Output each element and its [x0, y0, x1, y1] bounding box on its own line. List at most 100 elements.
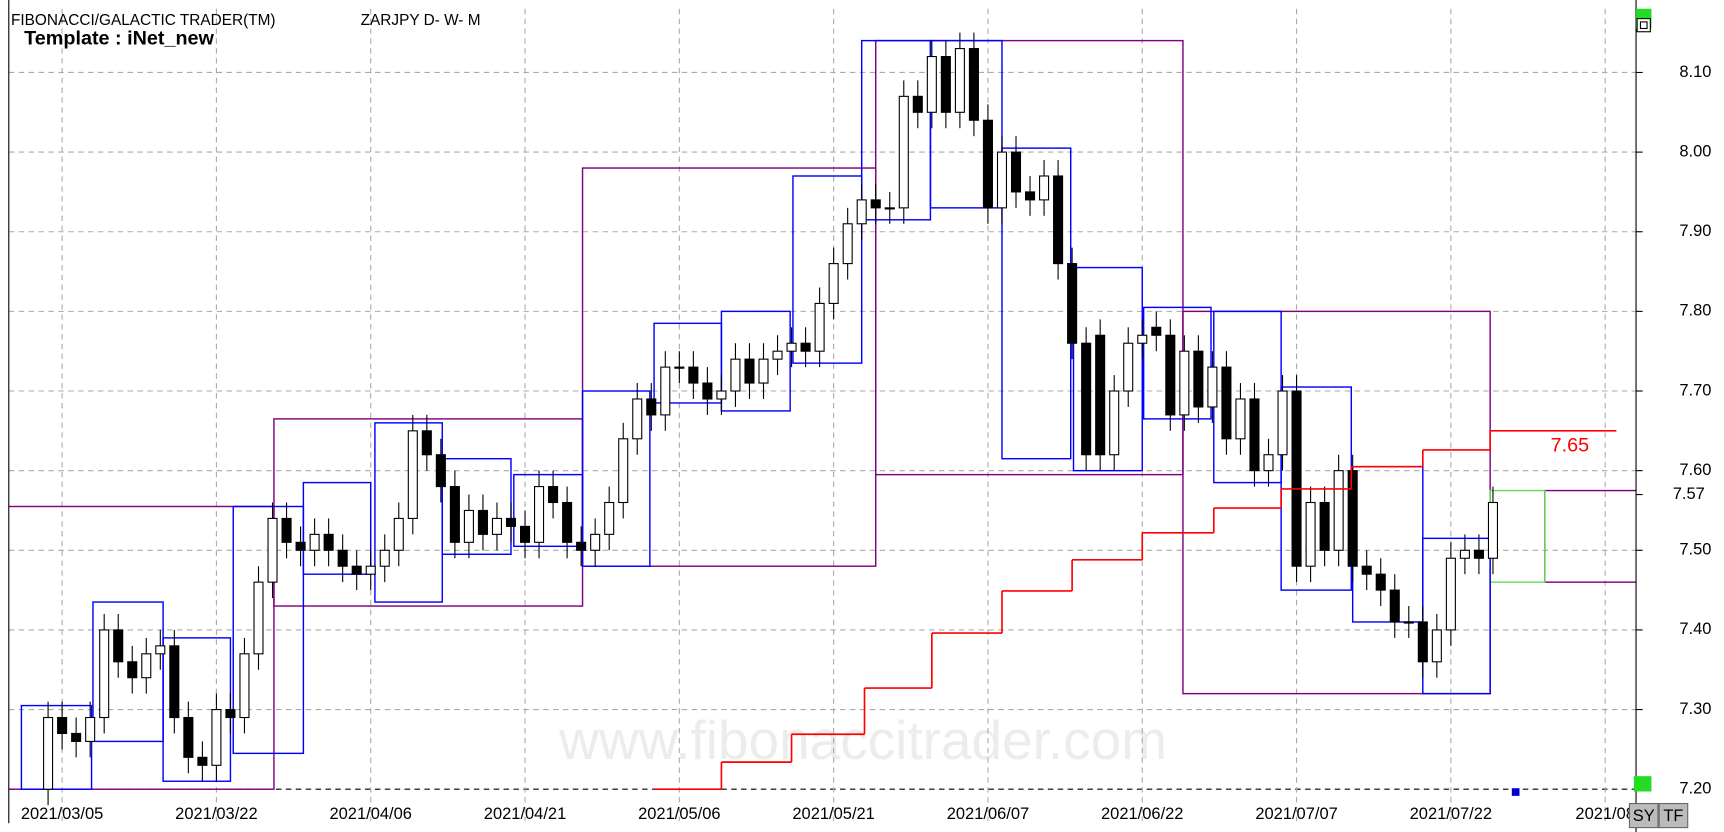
candle-body	[1053, 175, 1064, 265]
range-box	[8, 505, 275, 790]
candle-body	[800, 342, 811, 352]
range-box	[792, 175, 863, 364]
candle-body	[1291, 390, 1302, 567]
boxes	[8, 39, 1637, 790]
candle-body	[197, 756, 208, 766]
candle-body	[1403, 621, 1414, 624]
candle-body	[968, 48, 979, 121]
y-tick-label: 7.80	[1679, 302, 1711, 320]
y-tick-label: 7.90	[1679, 222, 1711, 240]
candle-body	[1151, 326, 1162, 336]
candle-body	[1487, 501, 1498, 559]
candle-body	[1249, 398, 1260, 472]
candle-body	[309, 533, 320, 551]
y-tick-label: 8.10	[1679, 63, 1711, 81]
candle-body	[1221, 366, 1232, 440]
overlay	[654, 430, 1617, 791]
candle-body	[1123, 342, 1134, 392]
range-box	[929, 39, 1003, 209]
candle-body	[786, 342, 797, 352]
x-tick-label: 2021/04/06	[329, 805, 411, 823]
candle-body	[253, 581, 264, 655]
tf-button[interactable]	[1658, 802, 1689, 829]
y-tick-label: 7.30	[1679, 700, 1711, 718]
range-box	[1072, 266, 1143, 472]
candle-body	[1207, 366, 1218, 408]
candle-body	[1375, 573, 1386, 591]
candle-body	[1277, 390, 1288, 456]
grid	[8, 8, 1637, 822]
range-box	[20, 704, 93, 790]
candle-body	[57, 716, 68, 734]
x-tick-label: 2021/06/07	[947, 805, 1029, 823]
candle-body	[772, 350, 783, 360]
candle-body	[548, 486, 559, 504]
candle-body	[421, 430, 432, 456]
candle-body	[337, 549, 348, 567]
candle-body	[1459, 549, 1470, 559]
range-box	[302, 481, 372, 575]
candle-body	[702, 382, 713, 400]
candle-body	[239, 653, 250, 719]
candle-body	[828, 263, 839, 304]
candle-body	[1305, 501, 1316, 567]
candle-body	[1081, 342, 1092, 456]
x-tick-label: 2021/03/05	[21, 805, 103, 823]
candle-body	[730, 358, 741, 392]
x-tick-label: 2021/06/22	[1101, 805, 1183, 823]
candle-body	[393, 517, 404, 551]
candle-body	[407, 430, 418, 519]
candle-body	[632, 398, 643, 440]
candle-body	[842, 223, 853, 265]
candle-body	[758, 358, 769, 384]
candle-body	[71, 732, 82, 742]
candle-body	[267, 517, 278, 583]
candle-body	[870, 199, 881, 209]
y-tick-label: 7.20	[1679, 780, 1711, 798]
candle-body	[435, 454, 446, 488]
candle-body	[534, 486, 545, 543]
marker	[1511, 788, 1520, 796]
candle-body	[1067, 263, 1078, 344]
sy-button[interactable]	[1628, 802, 1659, 829]
candle-body	[660, 366, 671, 416]
candle-body	[1389, 589, 1400, 623]
candle-body	[744, 358, 755, 384]
candle-body	[1333, 470, 1344, 551]
candle-body	[379, 549, 390, 567]
candle-body	[295, 541, 306, 551]
x-tick-label: 2021/05/06	[638, 805, 720, 823]
candle-body	[1193, 350, 1204, 408]
corner-indicator	[1633, 776, 1652, 792]
range-box	[232, 505, 305, 755]
candles	[43, 32, 1498, 806]
y-tick-label: 7.40	[1679, 620, 1711, 638]
candle-body	[982, 119, 993, 209]
candle-body	[856, 199, 867, 225]
candle-body	[646, 398, 657, 416]
candle-body	[1417, 621, 1428, 663]
watermark: www.fibonaccitrader.com	[558, 709, 1167, 771]
candle-body	[491, 517, 503, 535]
y-tick-label: 7.50	[1679, 541, 1711, 559]
candle-body	[1235, 398, 1246, 440]
candle-body	[884, 207, 895, 210]
candle-body	[1263, 454, 1274, 472]
candle-body	[43, 716, 54, 790]
x-tick-label: 2021/05/21	[792, 805, 874, 823]
x-tick-label: 2021/08	[1575, 805, 1635, 823]
candle-body	[1039, 175, 1050, 201]
range-box	[1142, 306, 1212, 420]
candle-body	[127, 661, 138, 679]
template-label: Template : iNet_new	[24, 28, 214, 50]
candle-body	[323, 533, 334, 551]
corner-button[interactable]	[1636, 18, 1651, 33]
candle-body	[1010, 151, 1022, 193]
candle-body	[576, 541, 587, 551]
candle-body	[716, 390, 727, 400]
candle-body	[688, 366, 699, 384]
range-box	[720, 310, 791, 412]
x-tick-label: 2021/04/21	[484, 805, 566, 823]
candle-body	[211, 709, 222, 766]
